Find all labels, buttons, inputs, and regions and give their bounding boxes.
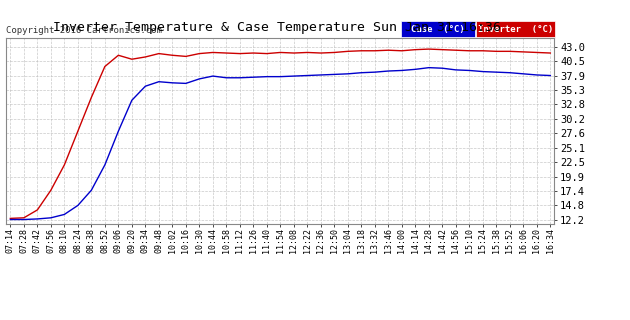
Text: Inverter Temperature & Case Temperature Sun Jan 31 16:36: Inverter Temperature & Case Temperature …	[53, 21, 501, 34]
Text: Copyright 2016 Cartronics.com: Copyright 2016 Cartronics.com	[6, 26, 162, 35]
FancyBboxPatch shape	[476, 21, 556, 37]
Text: Inverter  (°C): Inverter (°C)	[478, 25, 553, 34]
FancyBboxPatch shape	[401, 21, 475, 37]
Text: Case  (°C): Case (°C)	[411, 25, 465, 34]
